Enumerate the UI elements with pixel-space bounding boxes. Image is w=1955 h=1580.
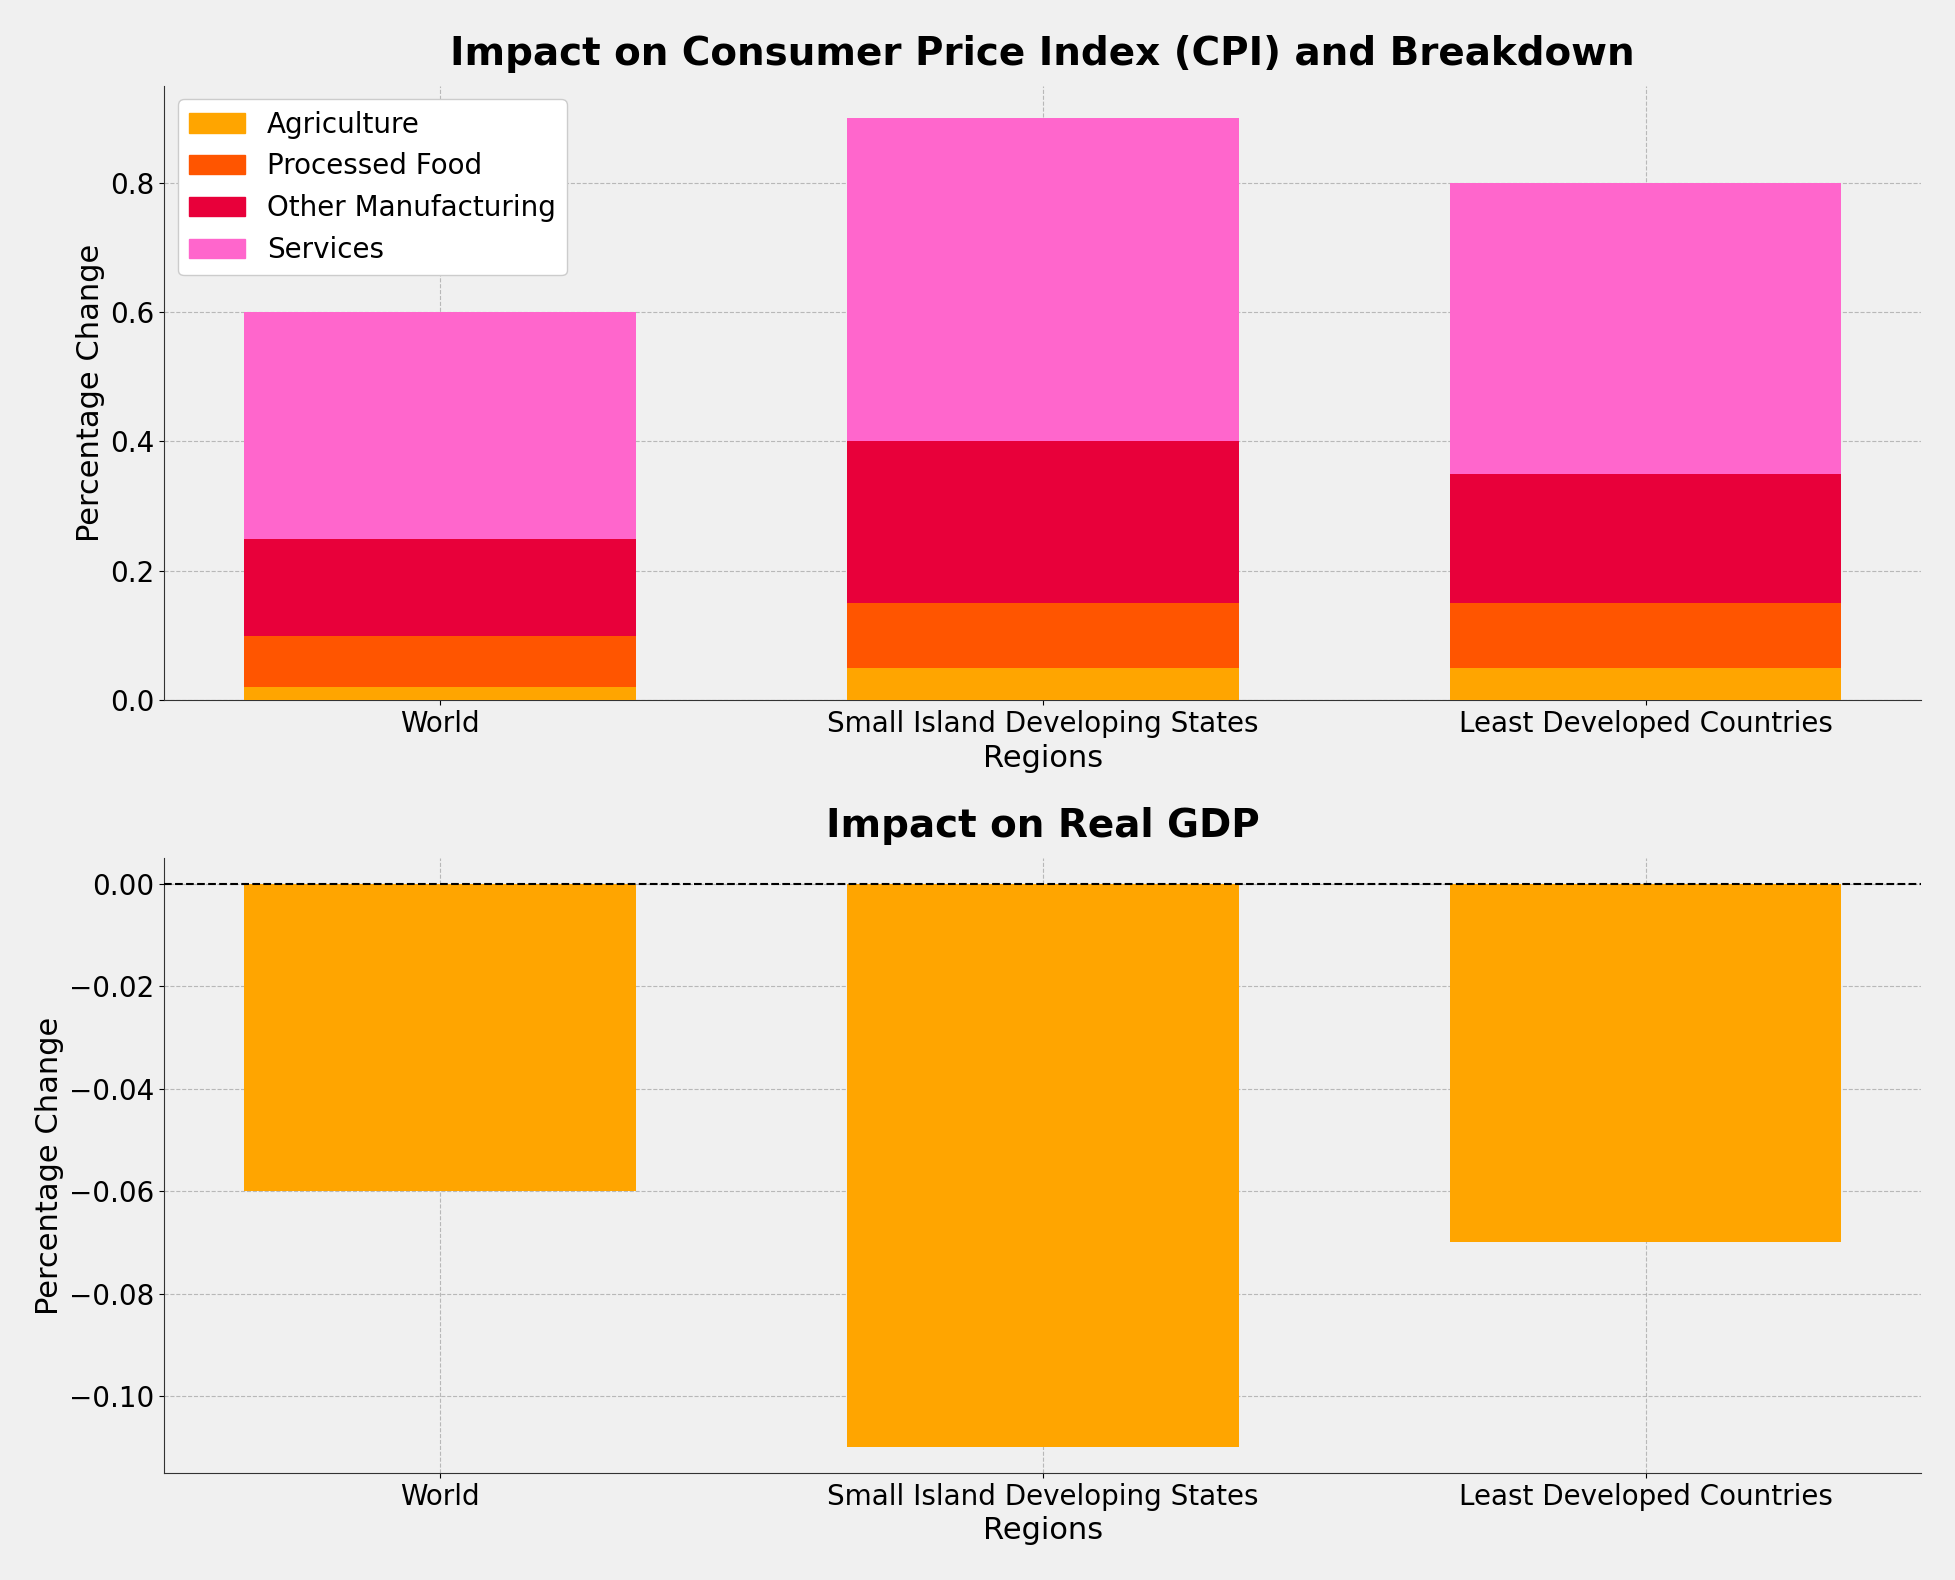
Bar [1449,883,1840,1242]
Bar [847,883,1238,1447]
Y-axis label: Percentage Change: Percentage Change [76,243,104,542]
Bar [1449,474,1840,604]
Bar [244,635,635,687]
Bar [1449,604,1840,668]
Bar [244,313,635,539]
Bar [847,118,1238,441]
X-axis label: Regions: Regions [981,744,1103,773]
Title: Impact on Consumer Price Index (CPI) and Breakdown: Impact on Consumer Price Index (CPI) and… [450,35,1634,73]
Bar [847,668,1238,700]
Y-axis label: Percentage Change: Percentage Change [35,1016,65,1315]
Legend: Agriculture, Processed Food, Other Manufacturing, Services: Agriculture, Processed Food, Other Manuf… [178,100,567,275]
X-axis label: Regions: Regions [981,1517,1103,1545]
Bar [244,687,635,700]
Title: Impact on Real GDP: Impact on Real GDP [825,807,1259,845]
Bar [847,604,1238,668]
Bar [1449,183,1840,474]
Bar [244,539,635,635]
Bar [847,441,1238,604]
Bar [244,883,635,1191]
Bar [1449,668,1840,700]
